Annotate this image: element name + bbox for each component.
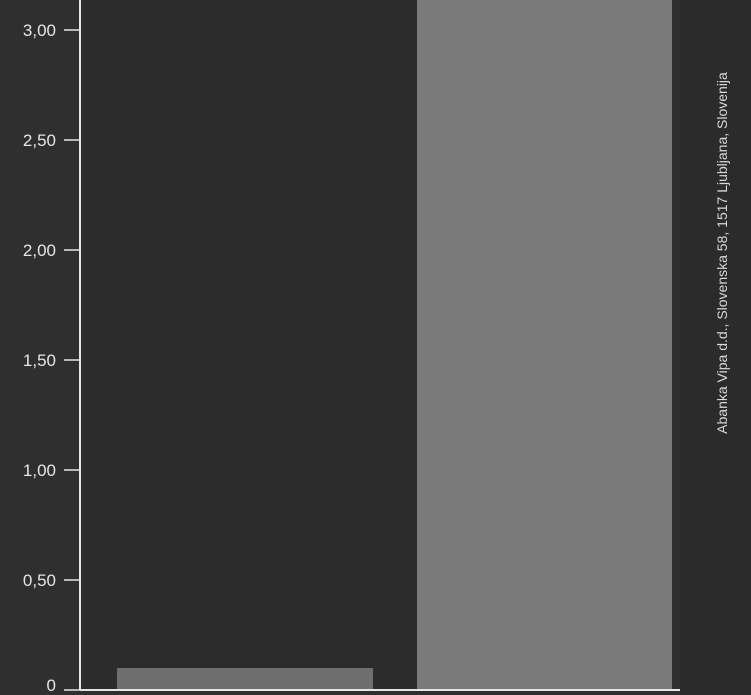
bars-group [117, 0, 672, 690]
plot-area-left [80, 0, 417, 690]
credit-sidebar [680, 0, 751, 695]
bar-2 [417, 0, 672, 690]
y-tick-label: 2,00 [23, 241, 56, 260]
credit-text: Abanka Vipa d.d., Slovenska 58, 1517 Lju… [714, 72, 730, 434]
y-tick-label: 3,00 [23, 21, 56, 40]
y-tick-label: 1,00 [23, 461, 56, 480]
bar-1 [117, 668, 373, 690]
y-tick-label: 1,50 [23, 351, 56, 370]
y-tick-label: 2,50 [23, 131, 56, 150]
y-axis: 0 0,50 1,00 1,50 2,00 2,50 3,00 [23, 21, 80, 695]
y-tick-label: 0 [47, 676, 56, 695]
y-tick-label: 0,50 [23, 571, 56, 590]
